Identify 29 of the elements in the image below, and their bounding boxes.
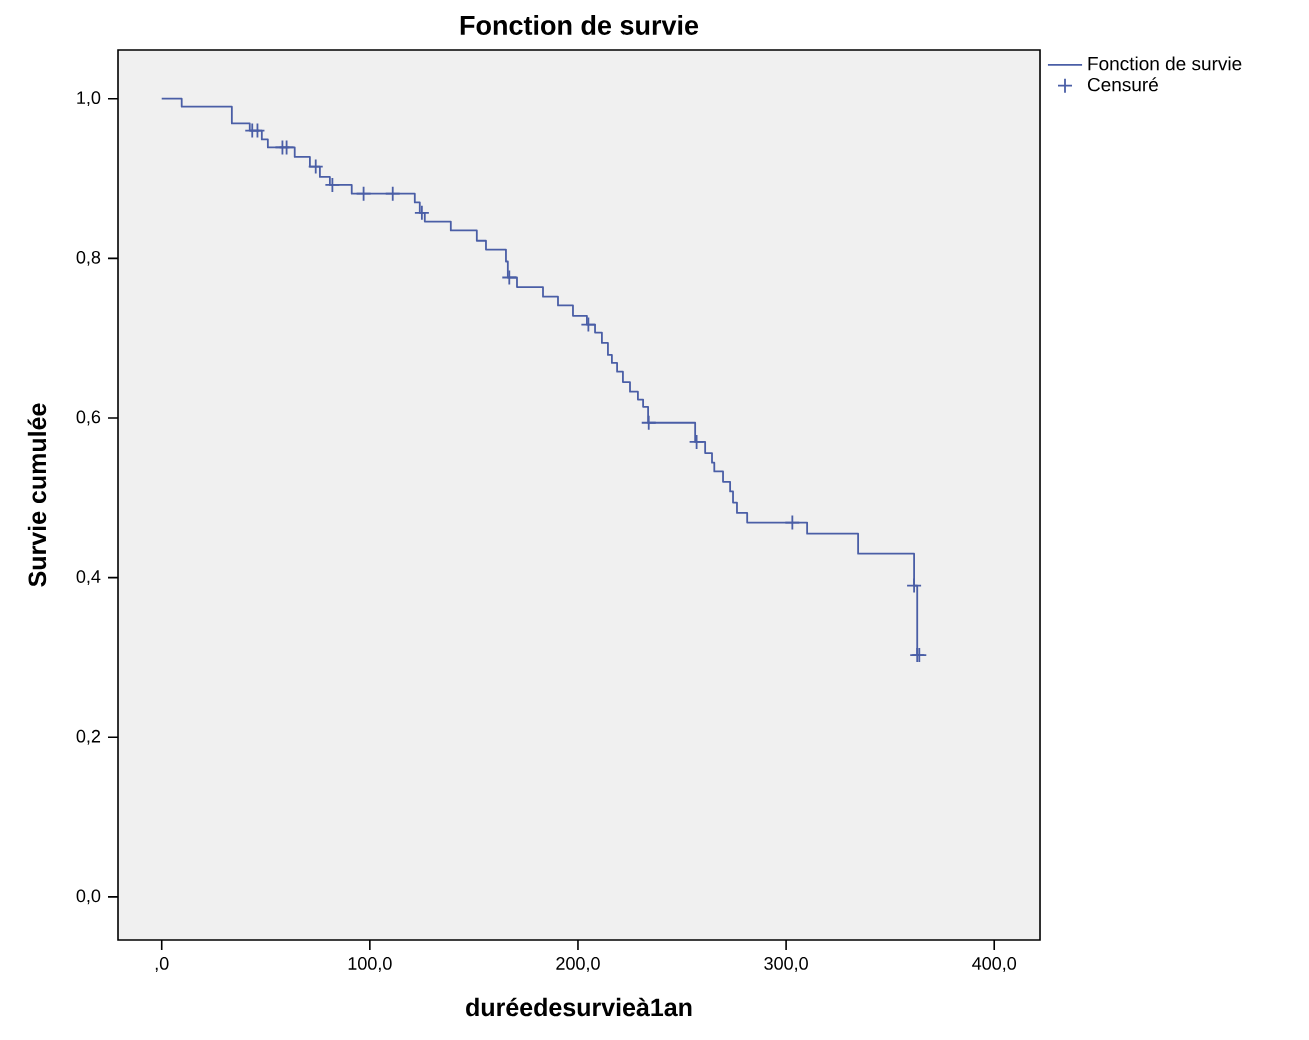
x-tick-label: 100,0 [348,957,392,972]
y-tick-label: 0,6 [76,410,101,426]
point [278,139,295,156]
y-tick-label: 0,2 [76,729,101,745]
point [580,316,597,333]
x-axis-title: duréedesurvieà1an [466,997,692,1017]
y-tick-label: 0,8 [76,250,101,266]
legend-label: Censuré [1087,77,1158,92]
y-tick-label: 1,0 [77,91,101,107]
x-tick-label: 300,0 [764,957,808,972]
y-tick-label: 0,4 [76,570,101,586]
point [784,514,801,531]
point [384,185,401,202]
point [906,577,922,594]
point [640,414,657,431]
point [413,204,430,221]
y-tick-label: 0,0 [76,889,101,905]
point [307,158,324,175]
chart-title: Fonction de survie [460,15,699,35]
point [355,185,372,202]
point [324,176,341,193]
legend-label: Fonction de survie [1088,56,1242,71]
point [249,122,266,139]
x-tick-label: 200,0 [556,957,600,972]
x-tick-label: ,0 [155,957,169,972]
x-tick-label: 400,0 [972,957,1017,972]
y-axis-title: Survie cumulée [27,403,47,587]
point [501,269,518,286]
point [688,434,705,450]
